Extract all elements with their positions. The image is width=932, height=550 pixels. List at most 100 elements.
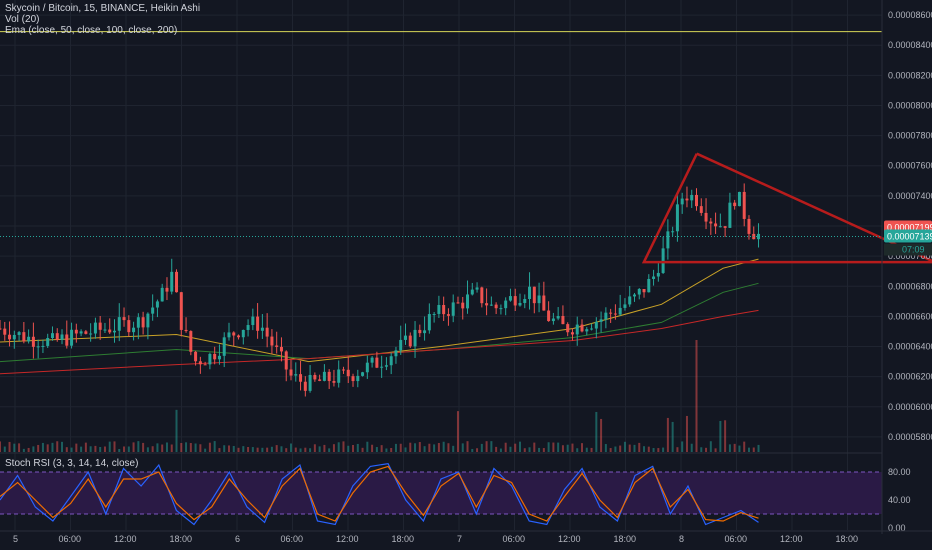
candle	[213, 346, 217, 365]
candle	[222, 332, 226, 368]
symbol-title[interactable]: Skycoin / Bitcoin, 15, BINANCE, Heikin A…	[5, 3, 201, 14]
candle	[442, 296, 446, 321]
candle	[446, 308, 450, 326]
candle	[723, 226, 727, 237]
volume-bar	[41, 442, 44, 452]
candle	[747, 215, 751, 240]
candle	[3, 321, 7, 341]
volume-bar	[485, 441, 488, 452]
candle	[685, 186, 689, 208]
volume-bar	[22, 448, 25, 452]
volume-bar	[590, 447, 593, 452]
volume-bar	[595, 411, 598, 452]
candle	[361, 371, 365, 377]
candle	[179, 291, 183, 337]
volume-bar	[628, 444, 631, 452]
volume-bar	[266, 447, 269, 452]
svg-text:07:09: 07:09	[902, 245, 925, 255]
candle	[241, 329, 245, 345]
candle	[680, 192, 684, 214]
time-tick-label: 12:00	[336, 534, 359, 544]
candle	[41, 339, 45, 353]
volume-bar	[523, 448, 526, 452]
volume-bar	[75, 443, 78, 452]
ema50-line	[0, 258, 759, 363]
volume-bar	[561, 445, 564, 452]
candle	[384, 357, 388, 371]
candle	[480, 286, 484, 308]
volume-bar	[652, 448, 655, 452]
stoch-rsi-k-line	[0, 462, 759, 526]
volume-bar	[690, 443, 693, 452]
candle	[356, 369, 360, 388]
volume-bar	[332, 444, 335, 452]
volume-bar	[409, 442, 412, 452]
volume-bar	[3, 446, 6, 452]
ema-indicator-label[interactable]: Ema (close, 50, close, 100, close, 200)	[5, 25, 178, 36]
volume-bar	[127, 446, 130, 452]
candle	[313, 372, 317, 382]
candle	[690, 189, 694, 208]
candle	[704, 198, 708, 230]
candle	[365, 355, 369, 379]
candle	[189, 330, 193, 356]
volume-bar	[18, 443, 21, 452]
candle	[403, 323, 407, 345]
candle	[556, 307, 560, 321]
volume-bar	[146, 447, 149, 452]
volume-bar	[242, 446, 245, 452]
candle	[332, 369, 336, 387]
candles	[0, 183, 761, 397]
price-tick-label: 0.00006800	[888, 281, 932, 291]
time-tick-label: 06:00	[281, 534, 304, 544]
candle	[217, 344, 221, 365]
candle	[22, 322, 26, 344]
candle	[151, 294, 155, 321]
volume-bar	[247, 446, 250, 452]
time-tick-label: 06:00	[59, 534, 82, 544]
candle	[55, 328, 59, 342]
volume-bar	[442, 441, 445, 452]
price-tick-label: 0.00006000	[888, 402, 932, 412]
time-tick-label: 6	[235, 534, 240, 544]
candle	[256, 303, 260, 339]
volume-bar	[514, 443, 517, 452]
candle	[8, 321, 12, 347]
candle	[265, 313, 269, 348]
volume-bar	[695, 340, 698, 452]
candle	[127, 315, 131, 337]
volume-bar	[356, 443, 359, 452]
candle	[594, 317, 598, 339]
chart-legend: Skycoin / Bitcoin, 15, BINANCE, Heikin A…	[5, 3, 200, 36]
candle	[466, 280, 470, 314]
candle	[318, 374, 322, 382]
volume-bar	[375, 447, 378, 452]
stoch-rsi-label[interactable]: Stoch RSI (3, 3, 14, 14, close)	[5, 458, 139, 469]
volume-bar	[399, 443, 402, 452]
volume-bar	[437, 442, 440, 452]
volume-bar	[232, 445, 235, 452]
volume-bar	[504, 442, 507, 452]
volume-indicator-label[interactable]: Vol (20)	[5, 14, 40, 25]
volume-bar	[495, 446, 498, 452]
volume-bar	[37, 444, 40, 452]
candle	[542, 281, 546, 311]
candle	[237, 334, 241, 340]
candle	[389, 352, 393, 375]
volume-bar	[490, 441, 493, 452]
volume-bar	[175, 409, 178, 452]
price-axis[interactable]: 0.00008600 0.00008400 0.00008200 0.00008000…	[881, 0, 932, 534]
countdown-badge: 07:09	[884, 243, 932, 256]
candle	[547, 301, 551, 322]
volume-bar	[509, 446, 512, 452]
volume-bar	[61, 441, 64, 452]
volume-bar	[471, 448, 474, 452]
volume-bar	[657, 448, 660, 452]
candle	[79, 329, 83, 337]
candle	[208, 352, 212, 370]
time-axis[interactable]: 5 06:00 12:00 18:00 6 06:00 12:00 18:00 7 06:00 12…	[0, 530, 932, 544]
candle	[141, 311, 145, 335]
volume-bars	[0, 340, 760, 452]
triangle-drawing[interactable]	[641, 152, 932, 264]
